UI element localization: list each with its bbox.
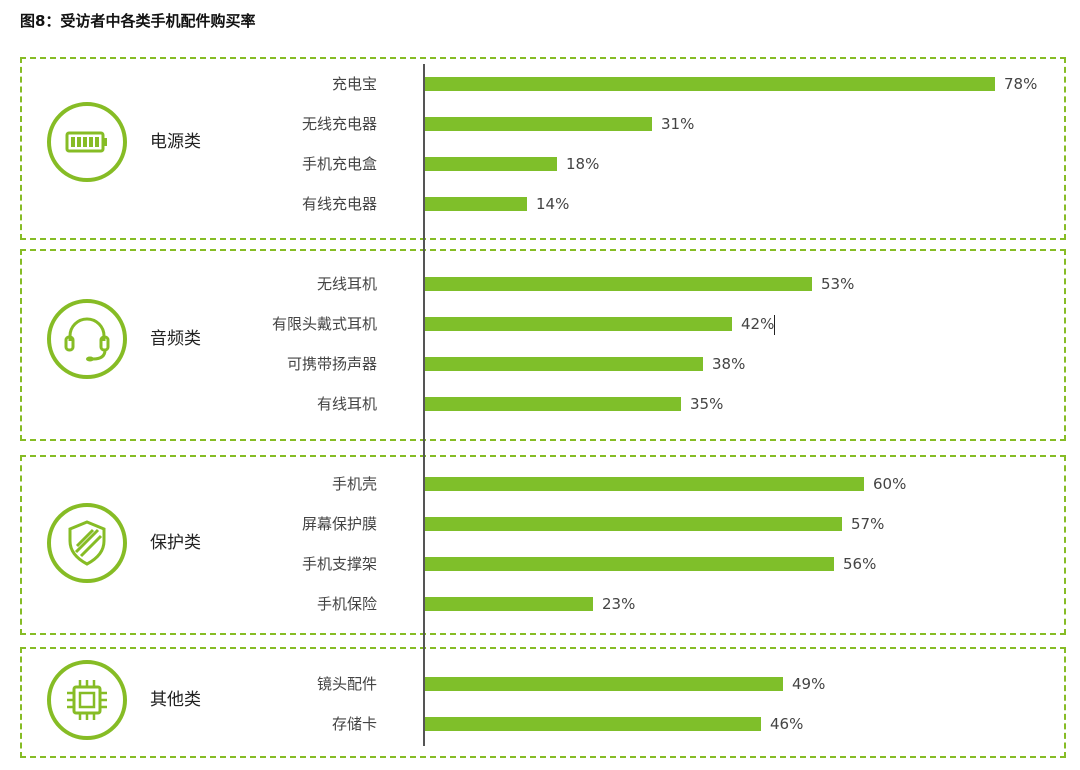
bar [425, 717, 761, 731]
value-label: 35% [690, 395, 724, 413]
value-label: 53% [821, 275, 855, 293]
value-label: 46% [770, 715, 804, 733]
group-panel-other [20, 647, 1066, 758]
chip-icon [47, 660, 127, 740]
text-cursor [774, 315, 775, 335]
category-label: 屏幕保护膜 [301, 515, 377, 533]
bar [425, 477, 864, 491]
category-label: 无线充电器 [301, 115, 377, 133]
battery-icon [47, 102, 127, 182]
value-label: 49% [792, 675, 826, 693]
group-label-other: 其他类 [150, 690, 201, 710]
category-label: 无线耳机 [316, 275, 377, 293]
bar [425, 517, 842, 531]
category-axis [423, 64, 425, 746]
bar [425, 277, 812, 291]
category-label: 手机壳 [331, 475, 377, 493]
value-label: 42% [741, 315, 775, 333]
category-label: 手机充电盒 [301, 155, 377, 173]
category-label: 有线耳机 [316, 395, 377, 413]
category-label: 镜头配件 [316, 675, 377, 693]
bar [425, 317, 732, 331]
value-label: 23% [602, 595, 636, 613]
category-label: 手机支撑架 [301, 555, 377, 573]
group-panel-protection [20, 455, 1066, 635]
category-label: 有线充电器 [301, 195, 377, 213]
group-label-power: 电源类 [150, 132, 201, 152]
value-label: 57% [851, 515, 885, 533]
value-label: 38% [712, 355, 746, 373]
bar [425, 77, 995, 91]
bar [425, 557, 834, 571]
value-label: 78% [1004, 75, 1038, 93]
bar [425, 677, 783, 691]
group-label-protection: 保护类 [150, 533, 201, 553]
value-label: 31% [661, 115, 695, 133]
category-label: 有限头戴式耳机 [271, 315, 377, 333]
chart-title: 图8：受访者中各类手机配件购买率 [20, 12, 256, 30]
value-label: 56% [843, 555, 877, 573]
value-label: 18% [566, 155, 600, 173]
category-label: 可携带扬声器 [286, 355, 377, 373]
category-label: 手机保险 [316, 595, 377, 613]
group-panel-power [20, 57, 1066, 240]
shield-icon [47, 503, 127, 583]
group-label-audio: 音频类 [150, 329, 201, 349]
value-label: 60% [873, 475, 907, 493]
bar [425, 597, 593, 611]
bar [425, 157, 557, 171]
value-label: 14% [536, 195, 570, 213]
bar [425, 397, 681, 411]
bar [425, 197, 527, 211]
group-panel-audio [20, 249, 1066, 441]
category-label: 存储卡 [331, 715, 377, 733]
bar [425, 357, 703, 371]
bar [425, 117, 652, 131]
category-label: 充电宝 [331, 75, 377, 93]
headset-icon [47, 299, 127, 379]
